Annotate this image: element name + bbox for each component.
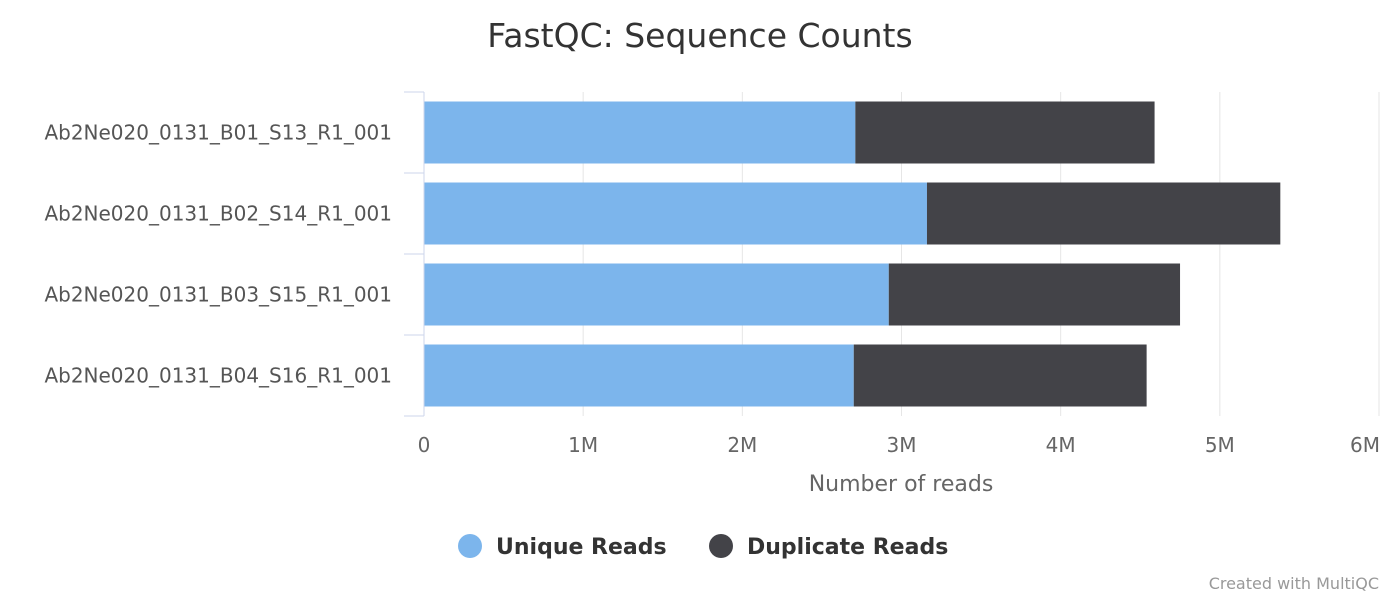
x-tick-label: 2M: [727, 433, 757, 457]
credit-text[interactable]: Created with MultiQC: [1209, 574, 1379, 593]
category-label: Ab2Ne020_0131_B04_S16_R1_001: [44, 364, 392, 388]
legend: Unique Reads Duplicate Reads: [458, 534, 948, 560]
bar-unique-reads[interactable]: [424, 182, 927, 245]
bar-duplicate-reads[interactable]: [853, 344, 1147, 407]
bar-unique-reads[interactable]: [424, 263, 889, 326]
x-tick-label: 6M: [1350, 433, 1380, 457]
x-tick-label: 4M: [1046, 433, 1076, 457]
category-label: Ab2Ne020_0131_B03_S15_R1_001: [44, 283, 392, 307]
bar-unique-reads[interactable]: [424, 344, 854, 407]
legend-marker: [709, 534, 733, 558]
bar-duplicate-reads[interactable]: [888, 263, 1181, 326]
bar-unique-reads[interactable]: [424, 101, 856, 164]
x-axis-ticks: 0 1M 2M 3M 4M 5M 6M: [418, 433, 1380, 457]
x-tick-label: 5M: [1205, 433, 1235, 457]
legend-label: Duplicate Reads: [747, 535, 948, 560]
x-tick-label: 3M: [887, 433, 917, 457]
legend-item-duplicate-reads[interactable]: Duplicate Reads: [709, 534, 948, 560]
legend-label: Unique Reads: [496, 535, 667, 560]
bar-series: [424, 101, 1281, 407]
legend-marker: [458, 534, 482, 558]
chart-title: FastQC: Sequence Counts: [487, 16, 912, 55]
x-tick-label: 0: [418, 433, 431, 457]
legend-item-unique-reads[interactable]: Unique Reads: [458, 534, 667, 560]
y-axis: Ab2Ne020_0131_B01_S13_R1_001 Ab2Ne020_013…: [44, 91, 425, 417]
x-tick-label: 1M: [568, 433, 598, 457]
bar-duplicate-reads[interactable]: [855, 101, 1155, 164]
x-axis-title: Number of reads: [809, 472, 994, 497]
category-label: Ab2Ne020_0131_B02_S14_R1_001: [44, 202, 392, 226]
category-label: Ab2Ne020_0131_B01_S13_R1_001: [44, 121, 392, 145]
bar-duplicate-reads[interactable]: [926, 182, 1281, 245]
